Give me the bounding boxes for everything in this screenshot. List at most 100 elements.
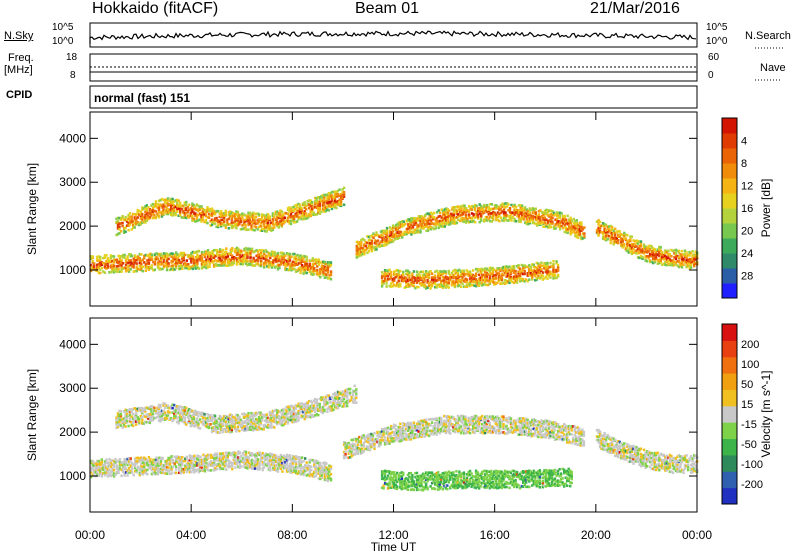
echo-cell: [235, 263, 239, 266]
echo-cell: [99, 466, 102, 470]
echo-cell: [316, 268, 319, 272]
echo-cell: [230, 211, 233, 214]
echo-cell: [291, 217, 294, 220]
echo-cell: [335, 190, 338, 194]
echo-cell: [517, 214, 521, 217]
echo-cell: [150, 417, 153, 420]
echo-cell: [157, 215, 161, 219]
echo-cell: [639, 249, 643, 252]
echo-cell: [636, 252, 640, 255]
echo-cell: [123, 471, 126, 475]
echo-cell: [166, 204, 170, 207]
echo-cell: [545, 223, 548, 226]
echo-cell: [653, 258, 656, 262]
echo-cell: [358, 242, 361, 246]
echo-cell: [483, 205, 486, 209]
echo-cell: [323, 461, 327, 464]
echo-cell: [391, 278, 394, 281]
echo-cell: [155, 255, 158, 259]
echo-cell: [237, 460, 240, 464]
echo-cell: [216, 250, 219, 253]
echo-cell: [317, 274, 320, 277]
echo-cell: [163, 198, 167, 202]
echo-cell: [232, 451, 235, 454]
echo-cell: [259, 229, 262, 232]
echo-cell: [479, 276, 482, 279]
echo-cell: [595, 220, 599, 223]
echo-cell: [400, 278, 403, 281]
echo-cell: [273, 460, 276, 464]
echo-cell: [232, 221, 235, 225]
echo-cell: [153, 409, 156, 412]
echo-cell: [417, 216, 421, 220]
echo-cell: [254, 225, 258, 229]
echo-cell: [441, 276, 444, 279]
echo-cell: [119, 216, 123, 220]
echo-cell: [639, 256, 643, 260]
echo-cell: [243, 462, 246, 466]
echo-cell: [275, 257, 278, 261]
echo-cell: [295, 209, 299, 213]
echo-cell: [256, 228, 259, 231]
echo-cell: [380, 271, 384, 274]
echo-cell: [309, 201, 312, 204]
echo-cell: [176, 198, 179, 202]
echo-cell: [534, 215, 537, 219]
echo-cell: [399, 233, 402, 237]
echo-cell: [174, 199, 177, 202]
echo-cell: [571, 231, 574, 234]
echo-cell: [269, 469, 272, 472]
echo-cell: [539, 218, 542, 222]
echo-cell: [251, 222, 255, 225]
echo-cell: [472, 205, 475, 209]
echo-cell: [448, 221, 451, 224]
echo-cell: [164, 261, 167, 265]
echo-cell: [202, 260, 205, 263]
echo-cell: [311, 270, 314, 273]
echo-cell: [174, 213, 177, 217]
echo-cell: [96, 259, 99, 262]
echo-cell: [116, 412, 120, 415]
echo-cell: [476, 270, 479, 273]
echo-cell: [97, 259, 100, 262]
colorbar-tick: 16: [741, 203, 753, 215]
echo-cell: [481, 210, 484, 213]
echo-cell: [197, 204, 200, 208]
echo-cell: [271, 214, 274, 218]
echo-cell: [117, 468, 120, 471]
echo-cell: [426, 217, 430, 221]
echo-cell: [361, 249, 364, 252]
echo-cell: [150, 465, 154, 468]
echo-cell: [300, 258, 304, 261]
echo-cell: [212, 459, 216, 463]
echo-cell: [320, 269, 324, 272]
echo-cell: [319, 461, 322, 465]
echo-cell: [555, 260, 558, 263]
echo-cell: [267, 460, 270, 463]
echo-cell: [220, 456, 223, 460]
echo-cell: [258, 451, 261, 454]
echo-cell: [162, 409, 165, 413]
echo-cell: [575, 222, 578, 225]
echo-cell: [305, 266, 308, 270]
echo-cell: [153, 263, 157, 266]
echo-cell: [116, 416, 120, 420]
echo-cell: [656, 262, 659, 265]
echo-cell: [413, 228, 416, 232]
echo-cell: [238, 462, 242, 466]
echo-cell: [220, 224, 223, 228]
echo-cell: [453, 276, 457, 279]
echo-cell: [262, 219, 265, 223]
echo-cell: [489, 215, 492, 219]
echo-cell: [392, 235, 395, 239]
colorbar-cell: [722, 118, 737, 134]
echo-cell: [264, 217, 267, 221]
echo-cell: [317, 477, 320, 480]
echo-cell: [282, 456, 286, 460]
echo-cell: [164, 461, 167, 465]
echo-cell: [390, 270, 393, 274]
echo-cell: [170, 255, 173, 258]
echo-cell: [325, 473, 328, 477]
echo-cell: [235, 457, 239, 461]
echo-cell: [216, 467, 219, 471]
